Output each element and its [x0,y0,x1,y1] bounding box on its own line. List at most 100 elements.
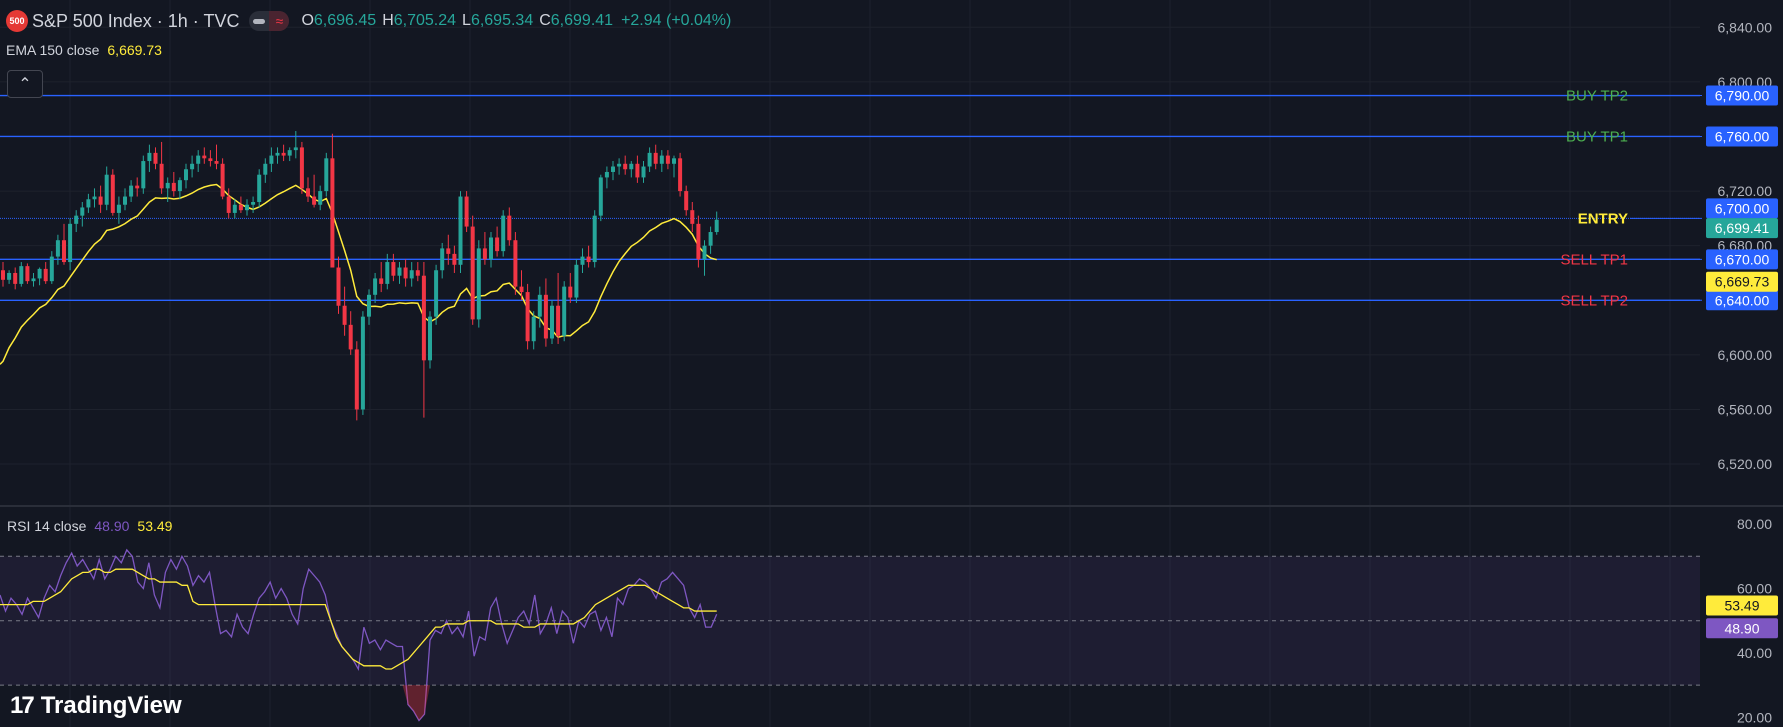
ema-legend[interactable]: EMA 150 close 6,669.73 [6,42,162,58]
candle-body [263,163,268,175]
candle-body [49,256,54,282]
candle-body [702,245,707,260]
price-tick-label: 6,560.00 [1718,401,1773,417]
candle-body [7,272,12,280]
candle-body [397,267,402,276]
candle-body [501,215,506,252]
candle-body [245,204,249,211]
candle-body [281,152,286,156]
price-tag-buy-tp2: 6,790.00 [1706,85,1778,106]
candle-body [446,248,451,254]
candle-body [342,305,347,325]
collapse-legend-button[interactable]: ⌃ [7,70,43,98]
price-tag-buy-tp2-bg [1706,85,1778,106]
candle-body [367,294,371,317]
candle-body [409,270,414,279]
candle-body [428,316,432,361]
candle-body [531,316,536,342]
candle-body [672,158,676,164]
candle-body [379,278,384,284]
candle-body [257,174,262,202]
symbol-title[interactable]: S&P 500 Index · 1h · TVC [32,10,240,31]
candle-body [135,185,140,189]
price-tag-sell-tp1-bg [1706,249,1778,270]
candle-body [251,202,256,205]
tradingview-brand: TradingView [40,692,182,719]
open-label: O [301,12,314,29]
level-label-entry: ENTRY [1578,210,1628,227]
rsi-value-tag-text: 48.90 [1724,620,1759,636]
price-tag-buy-tp1: 6,760.00 [1706,126,1778,147]
candle-body [647,152,652,167]
price-tick-label: 6,840.00 [1718,19,1773,35]
candle-body [1,270,5,280]
sp500-logo: 500 [6,10,28,32]
candle-body [159,163,164,189]
candle-body [562,286,567,336]
rsi-value-tag: 48.90 [1706,618,1778,639]
ema-price-tag-text: 6,669.73 [1715,274,1770,290]
candle-body [110,174,115,213]
eye-icon[interactable] [249,11,269,31]
candle-body [513,240,518,287]
price-tag-entry-bg [1706,198,1778,219]
candle-body [403,267,408,279]
candle-body [74,215,79,224]
price-tag-buy-tp1-bg [1706,126,1778,147]
candle-body [190,163,195,170]
candle-body [348,324,353,350]
candle-body [330,158,335,268]
rsi-ma-value: 53.49 [137,518,173,534]
candle-body [92,196,97,200]
candle-body [123,196,127,205]
candle-body [568,286,573,298]
rsi-ma-line [0,568,717,670]
candle-body [543,294,548,339]
candle-body [98,196,103,205]
candle-body [141,161,146,189]
candle-body [415,270,420,276]
candle-body [495,237,500,252]
low-label: L [462,12,471,29]
candle-body [635,163,640,178]
price-tag-buy-tp2-text: 6,790.00 [1715,88,1770,104]
candle-body [464,196,469,227]
rsi-value-tag-bg [1706,618,1778,639]
candle-body [43,268,48,282]
candle-body [519,286,524,293]
price-pane: BUY TP2 BUY TP1 ENTRY SELL TP1 SELL TP2 [0,88,1702,421]
candle-body [482,248,487,260]
change-value: +2.94 (+0.04%) [621,12,732,29]
candle-body [592,215,597,263]
candle-body [318,191,323,205]
candle-body [13,272,18,284]
close-label: C [539,12,551,29]
rsi-legend[interactable]: RSI 14 close 48.90 53.49 [7,518,172,534]
candle-body [37,268,42,279]
candle-body [312,196,317,205]
low-value: 6,695.34 [470,12,534,29]
candle-body [434,270,439,317]
price-tag-sell-tp2: 6,640.00 [1706,290,1778,311]
rsi-ma-tag-bg [1706,595,1778,616]
candle-body [690,210,695,224]
candle-body [25,266,30,282]
rsi-pane [0,548,1700,722]
level-label-sell-tp2: SELL TP2 [1560,292,1628,309]
price-tag-sell-tp2-text: 6,640.00 [1715,292,1770,308]
candle-body [653,152,658,164]
chart-mode-toggle[interactable]: ≈ [249,11,290,31]
price-axis: 6,840.006,800.006,720.006,680.006,600.00… [1706,19,1778,725]
price-tag-buy-tp1-text: 6,760.00 [1715,128,1770,144]
wave-icon[interactable]: ≈ [269,11,290,31]
tradingview-logo[interactable]: 17 TradingView [10,692,182,720]
candle-body [629,163,634,170]
candle-body [147,152,152,162]
candle-body [287,150,292,156]
candle-body [421,275,426,361]
candle-body [196,155,201,164]
candle-body [360,316,365,410]
candle-body [208,158,213,162]
